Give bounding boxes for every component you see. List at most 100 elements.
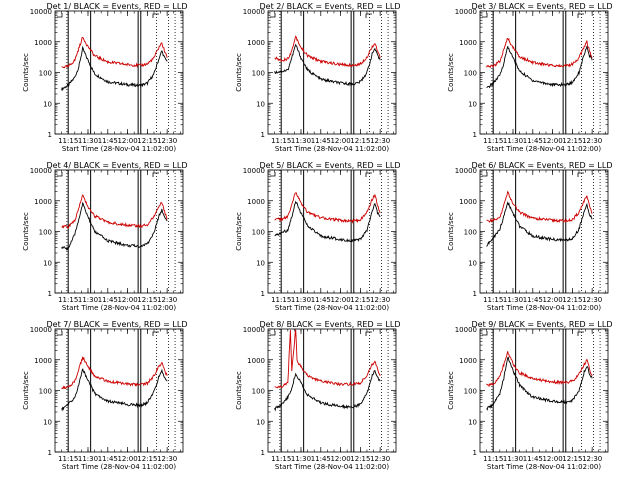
x-tick-label: 12:30 (370, 455, 390, 463)
bracket-marker (270, 331, 276, 336)
y-tick-label: 1000 (247, 198, 265, 206)
y-tick-label: 1 (48, 290, 52, 298)
bracket-marker (270, 172, 276, 177)
bracket-marker (57, 331, 63, 336)
x-tick-label: 11:45 (523, 455, 543, 463)
series-lld-line (486, 37, 593, 69)
y-tick-label: 1 (473, 449, 477, 457)
series-events-line (61, 45, 168, 92)
series-events-line (486, 201, 593, 247)
series-lld-line (61, 36, 168, 69)
x-axis-label: Start Time (28-Nov-04 11:02:00) (275, 463, 389, 471)
x-tick-label: 12:00 (330, 296, 350, 304)
y-tick-label: 1 (261, 290, 265, 298)
y-axis-label: Counts/sec (235, 371, 243, 410)
panel: Det 8/ BLACK = Events, RED = LLD 1 10 100 10… (235, 320, 400, 471)
x-tick-label: 11:15 (271, 137, 291, 145)
y-tick-label: 10000 (455, 8, 477, 16)
y-axis-label: Counts/sec (235, 212, 243, 251)
y-tick-label: 10000 (455, 167, 477, 175)
y-tick-label: 10000 (243, 167, 265, 175)
x-tick-label: 12:00 (330, 455, 350, 463)
plot-frame (479, 328, 609, 453)
x-axis-label: Start Time (28-Nov-04 11:02:00) (487, 145, 601, 153)
x-axis-label: Start Time (28-Nov-04 11:02:00) (62, 304, 176, 312)
bracket-marker (152, 13, 159, 18)
x-tick-label: 11:30 (291, 296, 311, 304)
plot-frame (479, 169, 609, 294)
x-tick-label: 11:45 (311, 455, 331, 463)
plot-frame (479, 10, 609, 135)
x-tick-label: 11:30 (291, 455, 311, 463)
x-tick-label: 12:15 (350, 455, 370, 463)
panel-title: Det 5/ BLACK = Events, RED = LLD (260, 161, 401, 170)
y-tick-label: 100 (464, 229, 477, 237)
plot-frame (267, 169, 397, 294)
y-tick-label: 1000 (459, 198, 477, 206)
series-lld-line (274, 329, 381, 389)
plot-frame (267, 328, 397, 453)
bracket-marker (577, 13, 584, 18)
series-events-line (61, 368, 168, 412)
y-tick-label: 1000 (247, 39, 265, 47)
y-tick-label: 1000 (34, 357, 52, 365)
panel-title: Det 2/ BLACK = Events, RED = LLD (260, 2, 401, 11)
bracket-marker (152, 172, 159, 177)
x-tick-label: 12:15 (562, 455, 582, 463)
x-tick-label: 11:15 (58, 137, 78, 145)
x-tick-label: 12:30 (157, 296, 177, 304)
y-tick-label: 10000 (455, 326, 477, 334)
y-tick-label: 10 (468, 418, 477, 426)
x-tick-label: 11:15 (58, 296, 78, 304)
series-events-line (486, 46, 593, 89)
y-tick-label: 10 (43, 259, 52, 267)
y-axis-label: Counts/sec (22, 53, 30, 92)
x-axis-label: Start Time (28-Nov-04 11:02:00) (275, 145, 389, 153)
x-axis-label: Start Time (28-Nov-04 11:02:00) (62, 145, 176, 153)
x-tick-label: 12:15 (137, 296, 157, 304)
y-tick-label: 1 (261, 131, 265, 139)
x-tick-label: 12:15 (350, 137, 370, 145)
panel: Det 2/ BLACK = Events, RED = LLD 1 10 100 10… (235, 2, 400, 153)
series-lld-line (61, 194, 168, 229)
x-tick-label: 11:45 (311, 296, 331, 304)
bracket-marker (270, 13, 276, 18)
series-lld-line (274, 35, 381, 68)
y-axis-label: Counts/sec (447, 371, 455, 410)
bracket-marker (152, 331, 159, 336)
panel: Det 5/ BLACK = Events, RED = LLD 1 10 100 10… (235, 161, 400, 312)
x-tick-label: 11:15 (483, 137, 503, 145)
y-tick-label: 100 (252, 229, 265, 237)
y-tick-label: 10000 (30, 326, 52, 334)
x-tick-label: 11:30 (503, 296, 523, 304)
x-tick-label: 12:30 (582, 296, 602, 304)
plot-frame (267, 10, 397, 135)
y-tick-label: 10000 (30, 167, 52, 175)
x-tick-label: 12:15 (137, 137, 157, 145)
x-tick-label: 12:30 (157, 137, 177, 145)
plot-frame (54, 169, 184, 294)
y-tick-label: 1 (261, 449, 265, 457)
y-tick-label: 10 (43, 418, 52, 426)
y-axis-label: Counts/sec (235, 53, 243, 92)
y-tick-label: 10 (256, 259, 265, 267)
panel-title: Det 7/ BLACK = Events, RED = LLD (47, 320, 188, 329)
x-tick-label: 12:30 (582, 455, 602, 463)
plot-frame (54, 328, 184, 453)
y-tick-label: 1 (473, 290, 477, 298)
x-tick-label: 11:15 (271, 455, 291, 463)
x-tick-label: 11:30 (503, 137, 523, 145)
bracket-marker (482, 172, 488, 177)
y-tick-label: 1 (473, 131, 477, 139)
panel: Det 6/ BLACK = Events, RED = LLD 1 10 100 10… (447, 161, 612, 312)
bracket-marker (482, 331, 488, 336)
y-tick-label: 100 (39, 388, 52, 396)
y-tick-label: 10 (256, 100, 265, 108)
x-tick-label: 12:30 (370, 296, 390, 304)
series-events-line (274, 370, 381, 412)
y-tick-label: 10 (468, 100, 477, 108)
y-tick-label: 100 (464, 70, 477, 78)
x-tick-label: 11:45 (98, 137, 118, 145)
y-tick-label: 10 (256, 418, 265, 426)
y-tick-label: 1000 (34, 198, 52, 206)
